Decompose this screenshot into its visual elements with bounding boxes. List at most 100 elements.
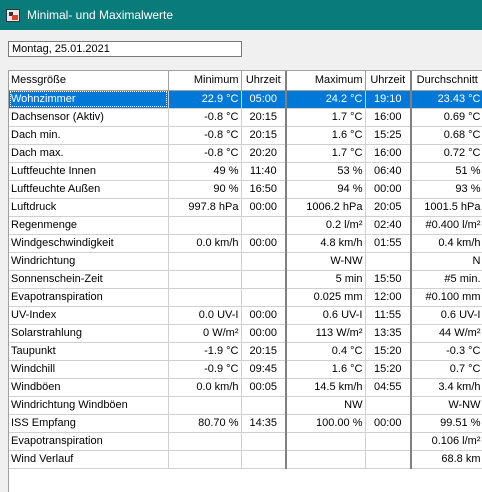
- cell-min-time: [241, 450, 287, 469]
- cell-name: Solarstrahlung: [9, 324, 169, 343]
- title-bar[interactable]: Minimal- und Maximalwerte: [0, 0, 482, 30]
- cell-average: 51 %: [411, 162, 482, 181]
- window-title: Minimal- und Maximalwerte: [27, 8, 174, 22]
- cell-average: 3.4 km/h: [411, 378, 482, 397]
- cell-name: Sonnenschein-Zeit: [9, 270, 169, 289]
- cell-minimum: -1.9 °C: [168, 342, 242, 361]
- cell-max-time: 13:35: [365, 324, 412, 343]
- cell-max-time: 01:55: [365, 234, 412, 253]
- cell-max-time: [365, 252, 412, 271]
- cell-minimum: [168, 432, 242, 451]
- cell-minimum: 49 %: [168, 162, 242, 181]
- header-min-time[interactable]: Uhrzeit: [241, 71, 287, 91]
- cell-name: Taupunkt: [9, 342, 169, 361]
- cell-name: ISS Empfang: [9, 414, 169, 433]
- cell-minimum: [168, 252, 242, 271]
- cell-max-time: 15:25: [365, 126, 412, 145]
- header-minimum[interactable]: Minimum: [168, 71, 242, 91]
- date-field[interactable]: Montag, 25.01.2021: [8, 41, 242, 57]
- cell-max-time: 15:20: [365, 342, 412, 361]
- table-row[interactable]: Windrichtung Windböen NW W-NW: [9, 396, 482, 415]
- cell-max-time: 06:40: [365, 162, 412, 181]
- cell-max-time: 00:00: [365, 180, 412, 199]
- header-max-time[interactable]: Uhrzeit: [365, 71, 412, 91]
- cell-name: Windchill: [9, 360, 169, 379]
- header-average[interactable]: Durchschnitt: [411, 71, 482, 91]
- cell-maximum: [286, 450, 366, 469]
- cell-max-time: [365, 396, 412, 415]
- cell-minimum: [168, 270, 242, 289]
- cell-minimum: 997.8 hPa: [168, 198, 242, 217]
- cell-name: Dachsensor (Aktiv): [9, 108, 169, 127]
- cell-maximum: 0.4 °C: [286, 342, 366, 361]
- table-row[interactable]: ISS Empfang 80.70 % 14:35 100.00 % 00:00 99.5…: [9, 414, 482, 433]
- table-row[interactable]: Wind Verlauf 68.8 km: [9, 450, 482, 469]
- cell-average: 1001.5 hPa: [411, 198, 482, 217]
- table-row[interactable]: Evapotranspiration 0.106 l/m²: [9, 432, 482, 451]
- table-row[interactable]: Wohnzimmer 22.9 °C 05:00 24.2 °C 19:10 23.43 …: [9, 90, 482, 109]
- cell-max-time: [365, 432, 412, 451]
- cell-maximum: 94 %: [286, 180, 366, 199]
- table-row[interactable]: Sonnenschein-Zeit 5 min 15:50 #5 min.: [9, 270, 482, 289]
- cell-min-time: 16:50: [241, 180, 287, 199]
- cell-max-time: 19:10: [365, 90, 412, 109]
- cell-maximum: 0.6 UV-I: [286, 306, 366, 325]
- cell-average: 93 %: [411, 180, 482, 199]
- cell-maximum: 100.00 %: [286, 414, 366, 433]
- table-row[interactable]: UV-Index 0.0 UV-I 00:00 0.6 UV-I 11:55 0.6 UV…: [9, 306, 482, 325]
- cell-minimum: [168, 450, 242, 469]
- table-row[interactable]: Luftfeuchte Innen 49 % 11:40 53 % 06:40 51 %: [9, 162, 482, 181]
- cell-average: 68.8 km: [411, 450, 482, 469]
- cell-name: Evapotranspiration: [9, 288, 169, 307]
- table-row[interactable]: Dach max. -0.8 °C 20:20 1.7 °C 16:00 0.72 °C: [9, 144, 482, 163]
- cell-minimum: 0.0 km/h: [168, 234, 242, 253]
- cell-name: Luftfeuchte Innen: [9, 162, 169, 181]
- cell-name: Windrichtung: [9, 252, 169, 271]
- table-row[interactable]: Dachsensor (Aktiv) -0.8 °C 20:15 1.7 °C 16:0…: [9, 108, 482, 127]
- cell-average: N: [411, 252, 482, 271]
- table-row[interactable]: Evapotranspiration 0.025 mm 12:00 #0.100 mm: [9, 288, 482, 307]
- cell-name: Wohnzimmer: [9, 90, 169, 109]
- cell-maximum: 0.2 l/m²: [286, 216, 366, 235]
- header-name[interactable]: Messgröße: [9, 71, 169, 91]
- cell-max-time: 15:20: [365, 360, 412, 379]
- cell-average: 0.68 °C: [411, 126, 482, 145]
- table-row[interactable]: Windböen 0.0 km/h 00:05 14.5 km/h 04:55 3.4 k…: [9, 378, 482, 397]
- cell-min-time: [241, 396, 287, 415]
- table-row[interactable]: Windchill -0.9 °C 09:45 1.6 °C 15:20 0.7 °C: [9, 360, 482, 379]
- cell-min-time: [241, 270, 287, 289]
- min-max-grid[interactable]: Messgröße Minimum Uhrzeit Maximum Uhrzei…: [8, 70, 482, 492]
- table-row[interactable]: Regenmenge 0.2 l/m² 02:40 #0.400 l/m²: [9, 216, 482, 235]
- table-row[interactable]: Windgeschwindigkeit 0.0 km/h 00:00 4.8 km/h…: [9, 234, 482, 253]
- cell-name: Luftdruck: [9, 198, 169, 217]
- cell-average: 44 W/m²: [411, 324, 482, 343]
- cell-average: W-NW: [411, 396, 482, 415]
- table-row[interactable]: Luftfeuchte Außen 90 % 16:50 94 % 00:00 93 %: [9, 180, 482, 199]
- cell-maximum: 1.6 °C: [286, 360, 366, 379]
- cell-average: 23.43 °C: [411, 90, 482, 109]
- table-row[interactable]: Taupunkt -1.9 °C 20:15 0.4 °C 15:20 -0.3 °C: [9, 342, 482, 361]
- cell-min-time: 20:15: [241, 342, 287, 361]
- table-row[interactable]: Luftdruck 997.8 hPa 00:00 1006.2 hPa 20:05 10…: [9, 198, 482, 217]
- cell-min-time: 00:00: [241, 306, 287, 325]
- cell-min-time: 00:00: [241, 234, 287, 253]
- table-row[interactable]: Dach min. -0.8 °C 20:15 1.6 °C 15:25 0.68 °C: [9, 126, 482, 145]
- cell-maximum: NW: [286, 396, 366, 415]
- cell-average: 0.72 °C: [411, 144, 482, 163]
- cell-min-time: 20:15: [241, 126, 287, 145]
- cell-min-time: 20:20: [241, 144, 287, 163]
- cell-max-time: 20:05: [365, 198, 412, 217]
- table-row[interactable]: Windrichtung W-NW N: [9, 252, 482, 271]
- cell-name: Windgeschwindigkeit: [9, 234, 169, 253]
- cell-maximum: 5 min: [286, 270, 366, 289]
- cell-min-time: [241, 252, 287, 271]
- cell-average: #5 min.: [411, 270, 482, 289]
- cell-average: #0.100 mm: [411, 288, 482, 307]
- cell-average: 0.4 km/h: [411, 234, 482, 253]
- cell-average: -0.3 °C: [411, 342, 482, 361]
- cell-average: 0.69 °C: [411, 108, 482, 127]
- cell-maximum: 1.6 °C: [286, 126, 366, 145]
- table-row[interactable]: Solarstrahlung 0 W/m² 00:00 113 W/m² 13:35 44…: [9, 324, 482, 343]
- header-maximum[interactable]: Maximum: [286, 71, 366, 91]
- app-icon: [6, 8, 20, 22]
